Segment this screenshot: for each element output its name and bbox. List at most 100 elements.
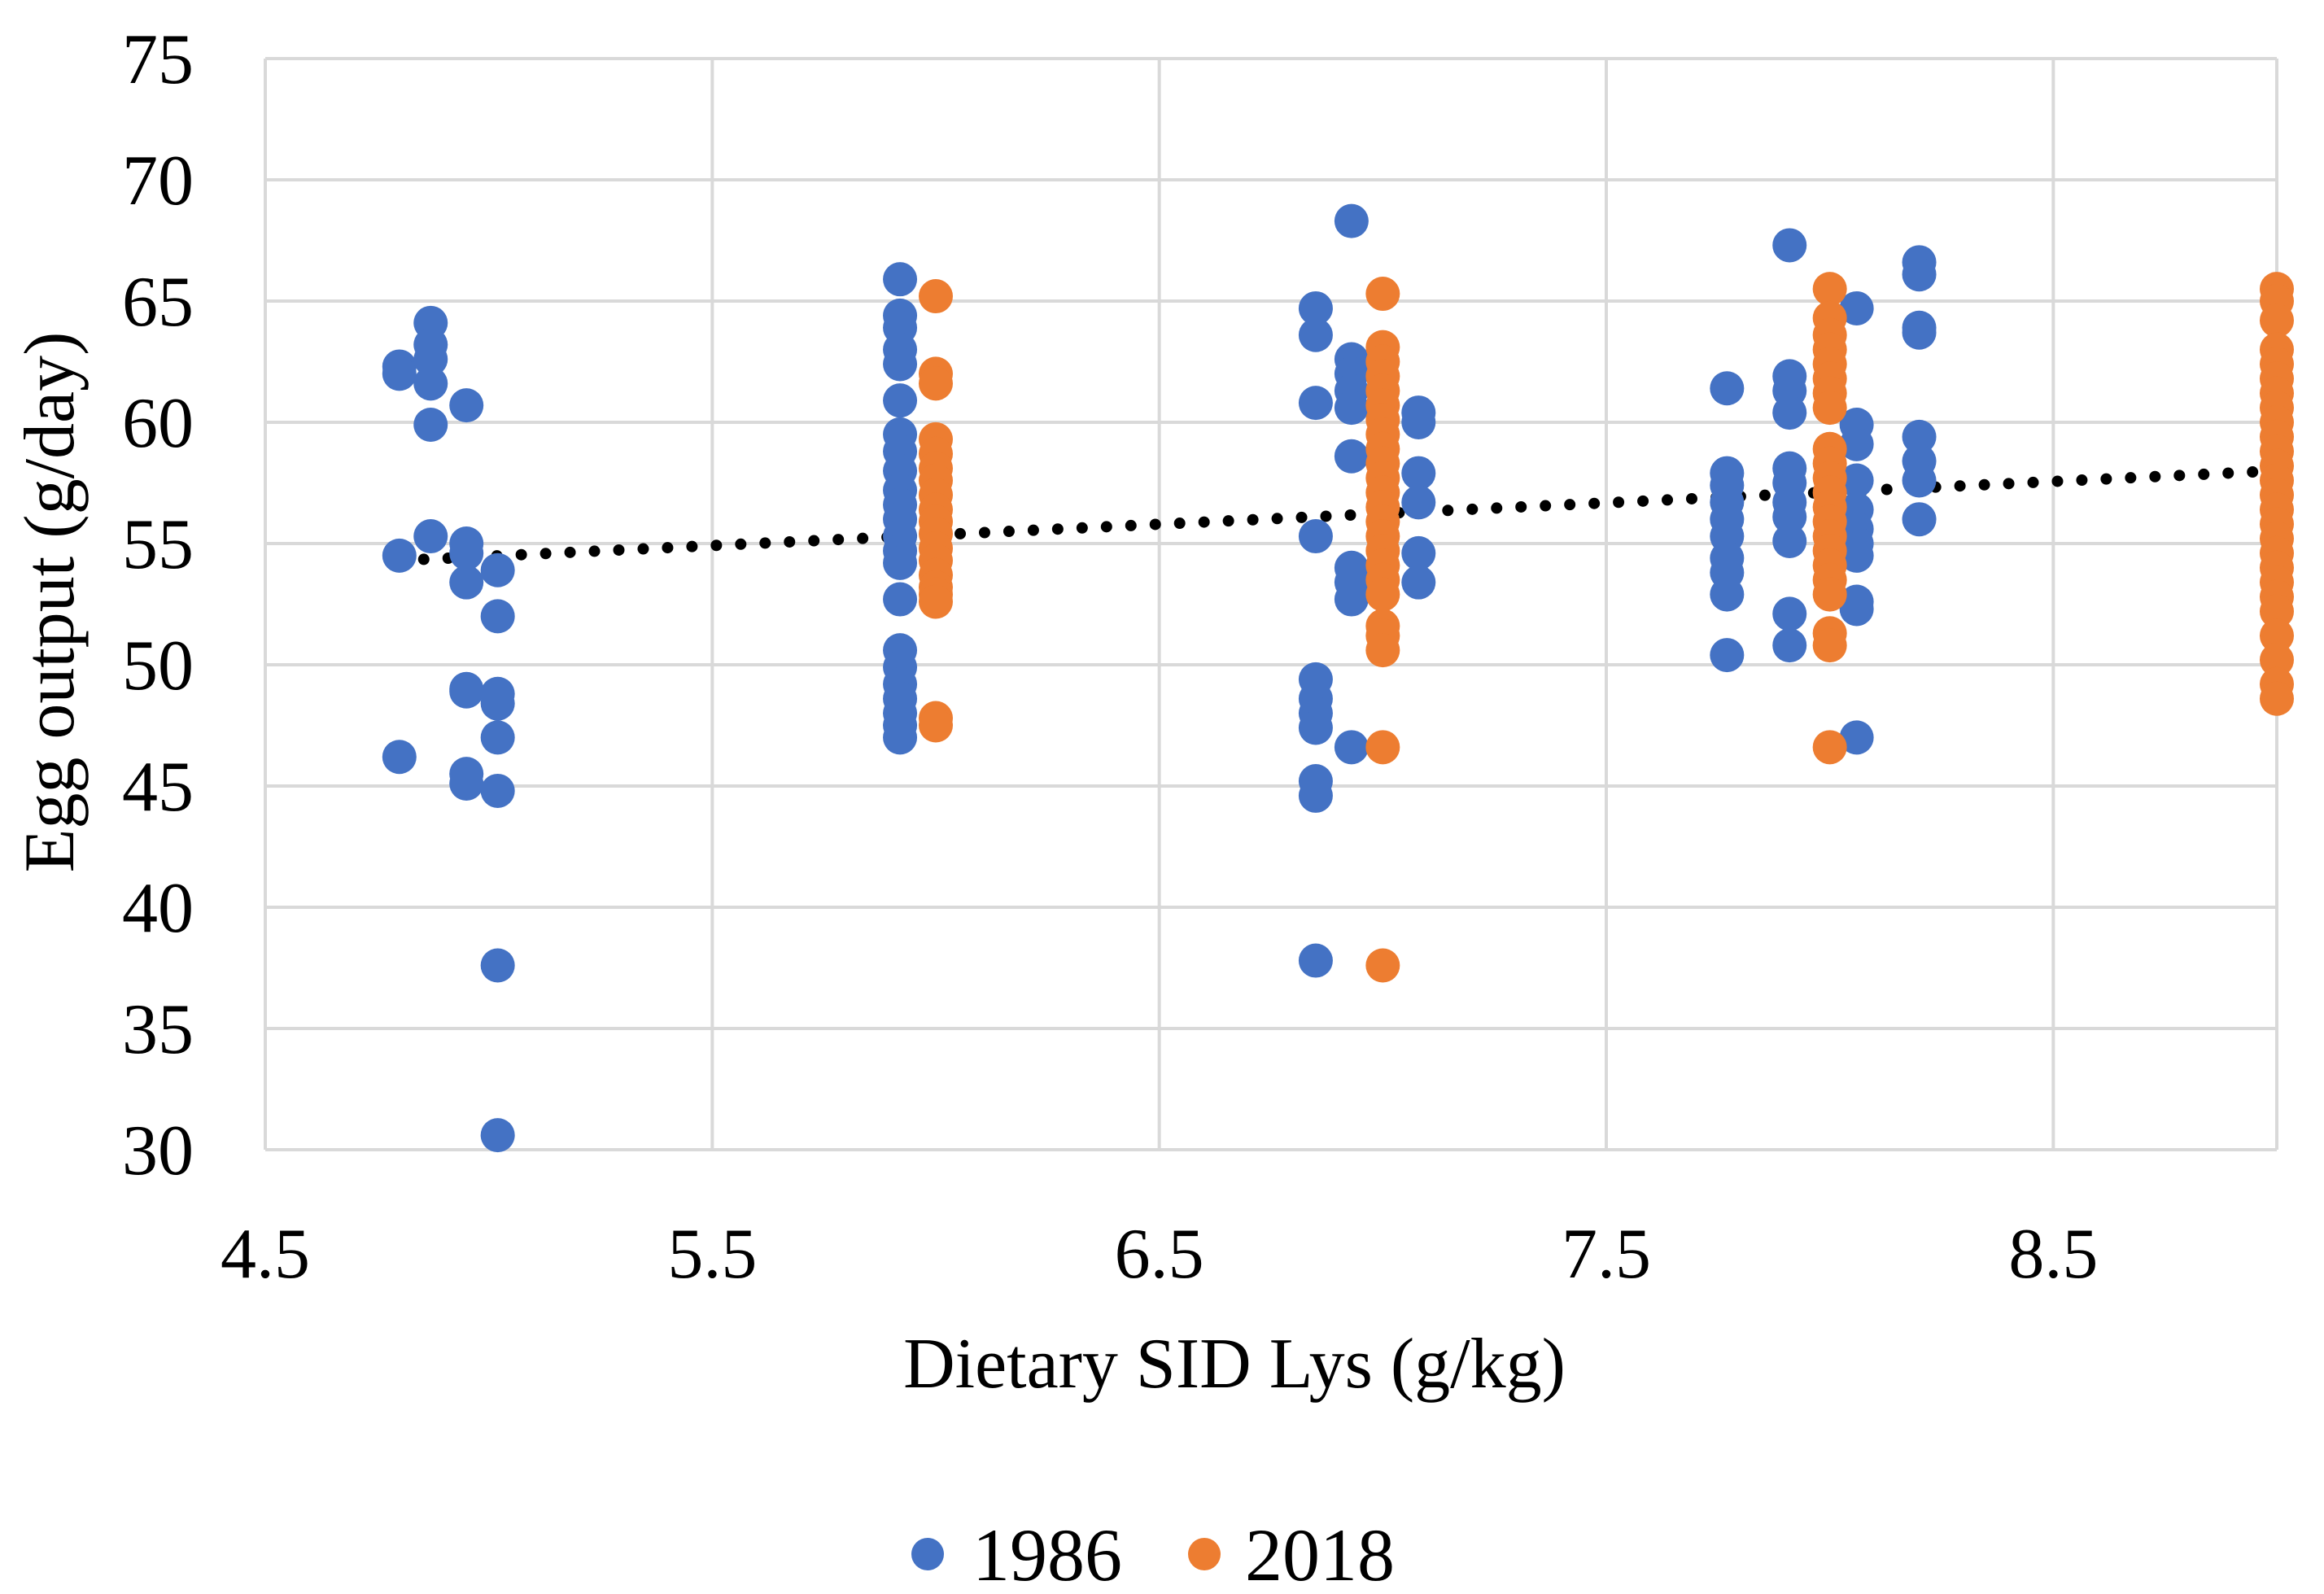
data-point-1986 bbox=[1401, 485, 1436, 520]
data-point-1986 bbox=[883, 582, 918, 617]
data-point-1986 bbox=[480, 599, 515, 634]
data-point-1986 bbox=[883, 545, 918, 580]
data-point-1986 bbox=[382, 538, 417, 573]
data-point-1986 bbox=[1298, 519, 1333, 554]
legend-marker-2018 bbox=[1188, 1538, 1221, 1570]
data-point-1986 bbox=[413, 407, 448, 442]
data-point-1986 bbox=[382, 356, 417, 391]
data-point-2018 bbox=[2260, 594, 2294, 629]
data-point-2018 bbox=[1812, 730, 1847, 765]
data-point-1986 bbox=[480, 552, 515, 587]
data-point-1986 bbox=[413, 342, 448, 377]
y-axis-ticks: 30 35 40 45 50 55 60 65 70 75 bbox=[122, 20, 194, 1190]
data-point-1986 bbox=[1772, 395, 1807, 430]
data-point-2018 bbox=[919, 584, 953, 619]
data-point-1986 bbox=[1839, 426, 1874, 461]
data-point-1986 bbox=[449, 535, 484, 570]
legend-label-2018: 2018 bbox=[1245, 1513, 1395, 1594]
data-point-1986 bbox=[1839, 463, 1874, 498]
data-point-1986 bbox=[1902, 315, 1937, 350]
data-point-1986 bbox=[1334, 439, 1369, 474]
x-tick-label: 7.5 bbox=[1562, 1215, 1651, 1294]
data-point-1986 bbox=[1902, 463, 1937, 498]
x-tick-label: 6.5 bbox=[1115, 1215, 1204, 1294]
data-point-1986 bbox=[480, 773, 515, 808]
x-tick-label: 4.5 bbox=[221, 1215, 310, 1294]
data-point-1986 bbox=[1710, 371, 1745, 406]
data-point-1986 bbox=[1839, 592, 1874, 627]
data-point-2018 bbox=[1365, 948, 1400, 983]
y-tick-label: 75 bbox=[122, 20, 194, 99]
data-point-1986 bbox=[413, 519, 448, 554]
data-point-1986 bbox=[1772, 228, 1807, 263]
data-point-2018 bbox=[919, 279, 953, 314]
x-axis-ticks: 4.5 5.5 6.5 7.5 8.5 bbox=[221, 1215, 2098, 1294]
data-point-1986 bbox=[1902, 257, 1937, 292]
data-point-2018 bbox=[1812, 628, 1847, 663]
data-point-1986 bbox=[449, 565, 484, 600]
data-point-1986 bbox=[449, 674, 484, 709]
data-point-1986 bbox=[1298, 710, 1333, 745]
y-tick-label: 65 bbox=[122, 263, 194, 342]
data-point-1986 bbox=[480, 1118, 515, 1153]
trendline-group bbox=[393, 465, 2282, 566]
data-point-2018 bbox=[1365, 730, 1400, 765]
data-point-1986 bbox=[1401, 535, 1436, 570]
y-tick-label: 45 bbox=[122, 748, 194, 827]
data-point-1986 bbox=[1298, 778, 1333, 813]
y-tick-label: 35 bbox=[122, 990, 194, 1069]
data-point-1986 bbox=[1401, 456, 1436, 491]
data-point-2018 bbox=[1365, 633, 1400, 668]
y-tick-label: 40 bbox=[122, 869, 194, 948]
data-point-1986 bbox=[883, 720, 918, 755]
data-point-1986 bbox=[1401, 405, 1436, 439]
data-point-1986 bbox=[449, 766, 484, 801]
data-point-1986 bbox=[449, 388, 484, 423]
data-point-2018 bbox=[919, 366, 953, 401]
data-point-1986 bbox=[1902, 419, 1937, 454]
data-point-1986 bbox=[1710, 577, 1745, 612]
y-axis-title: Egg output (g/day) bbox=[11, 332, 90, 873]
data-point-2018 bbox=[1812, 272, 1847, 307]
y-tick-label: 70 bbox=[122, 142, 194, 221]
y-tick-label: 60 bbox=[122, 384, 194, 463]
x-tick-label: 8.5 bbox=[2008, 1215, 2098, 1294]
data-point-1986 bbox=[1334, 203, 1369, 238]
data-point-1986 bbox=[1772, 500, 1807, 535]
data-point-2018 bbox=[1365, 277, 1400, 312]
data-point-1986 bbox=[1298, 290, 1333, 325]
data-point-1986 bbox=[480, 686, 515, 721]
data-point-2018 bbox=[2260, 618, 2294, 653]
data-point-1986 bbox=[382, 740, 417, 775]
data-point-1986 bbox=[1839, 720, 1874, 755]
legend-label-1986: 1986 bbox=[972, 1513, 1122, 1594]
x-tick-label: 5.5 bbox=[667, 1215, 757, 1294]
gridlines bbox=[264, 57, 2278, 1151]
data-point-1986 bbox=[480, 948, 515, 983]
data-point-1986 bbox=[1298, 943, 1333, 978]
data-points bbox=[382, 203, 2294, 1153]
data-point-1986 bbox=[1772, 524, 1807, 559]
data-point-1986 bbox=[1902, 502, 1937, 537]
data-point-1986 bbox=[883, 383, 918, 418]
data-point-1986 bbox=[1772, 596, 1807, 631]
data-point-1986 bbox=[413, 366, 448, 401]
data-point-1986 bbox=[1839, 290, 1874, 325]
y-tick-label: 30 bbox=[122, 1111, 194, 1190]
legend: 1986 2018 bbox=[911, 1513, 1395, 1594]
data-point-2018 bbox=[2260, 303, 2294, 338]
y-tick-label: 50 bbox=[122, 627, 194, 705]
data-point-1986 bbox=[883, 347, 918, 382]
x-axis-title: Dietary SID Lys (g/kg) bbox=[903, 1325, 1566, 1404]
data-point-1986 bbox=[1334, 730, 1369, 765]
data-point-2018 bbox=[2260, 643, 2294, 678]
data-point-1986 bbox=[883, 262, 918, 297]
y-tick-label: 55 bbox=[122, 505, 194, 584]
data-point-2018 bbox=[1365, 577, 1400, 612]
data-point-1986 bbox=[1334, 582, 1369, 617]
trendline bbox=[393, 465, 2282, 566]
data-point-1986 bbox=[1710, 638, 1745, 673]
data-point-2018 bbox=[1812, 577, 1847, 612]
data-point-1986 bbox=[1401, 565, 1436, 600]
